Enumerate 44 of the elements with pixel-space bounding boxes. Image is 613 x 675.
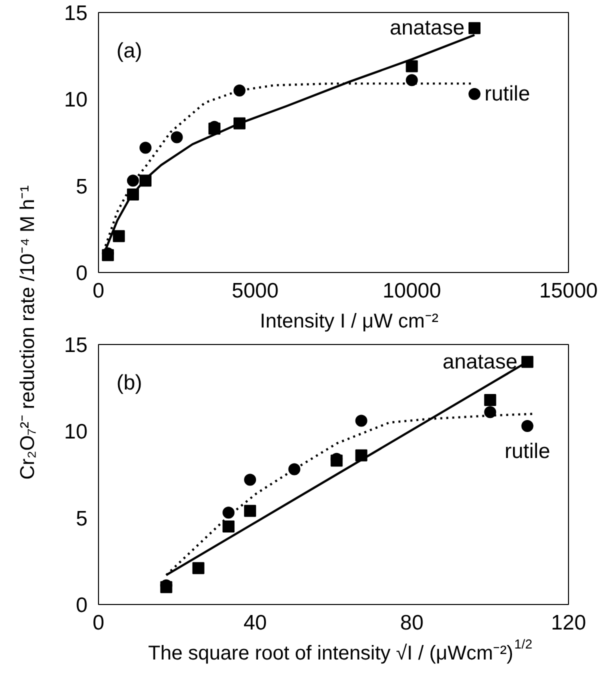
point [484,406,496,418]
x-tick-label: 120 [550,612,586,634]
point [126,174,139,187]
point [140,142,152,154]
y-tick-label: 5 [76,507,88,530]
x-axis-title: Intensity I / μW cm⁻² [260,310,439,332]
y-tick-label: 10 [64,88,88,112]
text: (a) [116,40,142,62]
point [112,230,125,242]
point [288,463,300,476]
x-tick-label: 0 [92,280,104,302]
x-tick-label: 0 [92,612,104,634]
point [406,74,418,86]
text: (b) [116,372,142,394]
point [244,504,256,517]
point [521,356,534,368]
y-tick-label: 15 [64,2,88,25]
y-tick-label: 0 [76,594,88,617]
point [521,420,534,432]
point [222,520,235,532]
point [222,506,235,519]
x-tick-label: 40 [243,612,267,634]
series-label: rutile [484,82,530,106]
point [468,88,480,100]
point [234,84,246,96]
series-label: anatase [442,350,518,374]
y-tick-label: 0 [76,262,88,285]
point [355,414,368,427]
y-axis-title: Cr₂O₇²⁻ reduction rate /10⁻⁴ M h⁻¹ [17,185,39,480]
point [468,22,480,34]
point [192,562,204,574]
x-tick-label: 5000 [232,280,279,302]
point [244,474,256,486]
x-tick-label: 10000 [382,280,442,302]
y-tick-label: 15 [64,334,88,357]
y-tick-label: 5 [76,175,88,198]
point [406,60,418,72]
point [484,394,496,406]
x-tick-label: 80 [400,612,424,634]
x-tick-label: 15000 [539,280,598,302]
series-label: anatase [390,16,465,40]
point [170,131,183,144]
series-label: rutile [504,440,550,463]
y-tick-label: 10 [64,420,88,444]
